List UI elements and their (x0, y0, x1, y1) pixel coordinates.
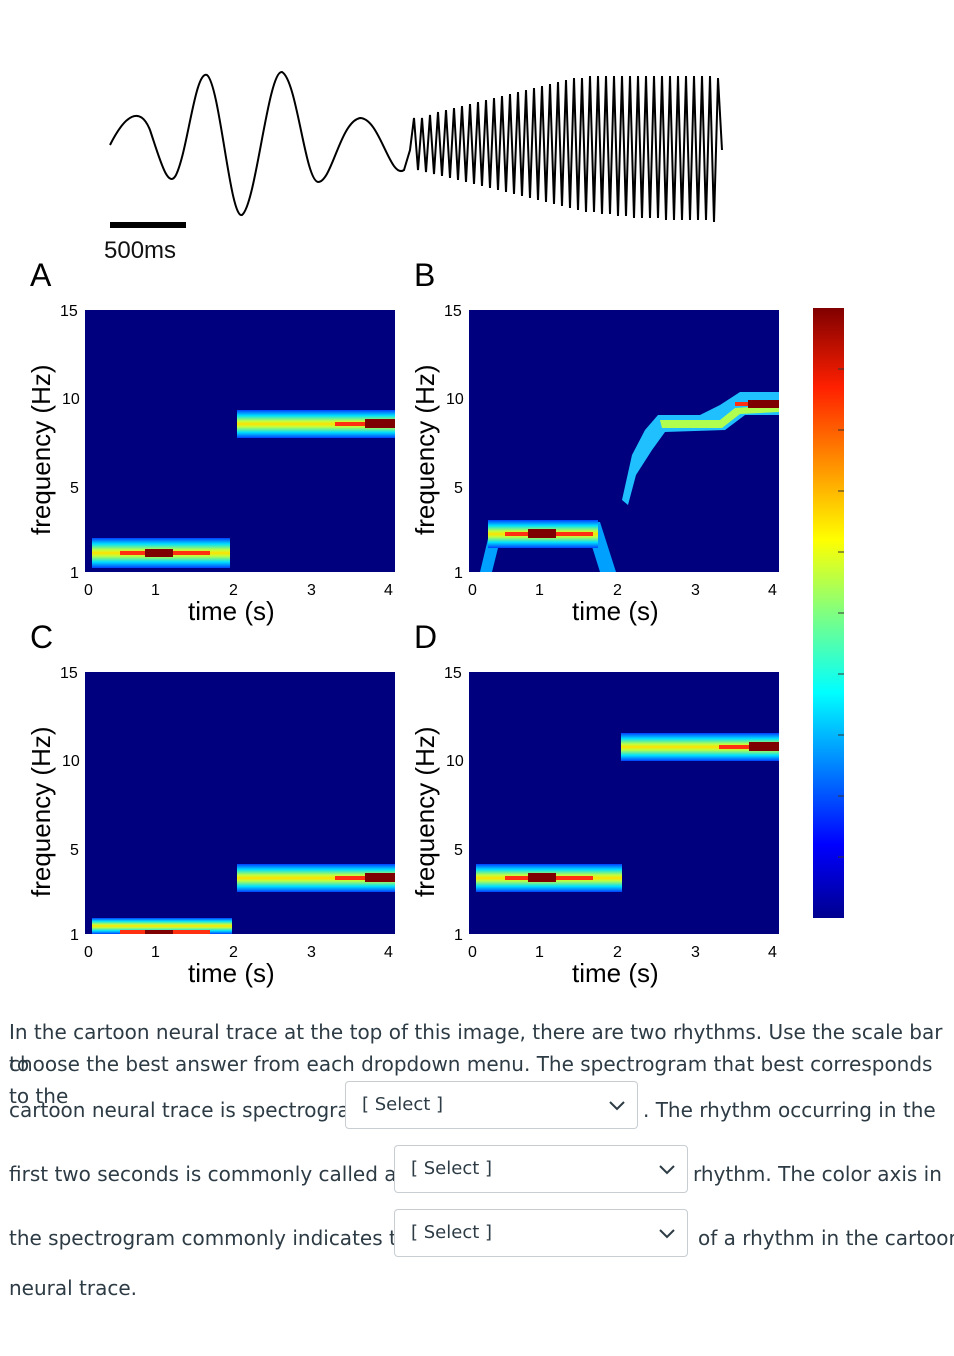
x-axis-label: time (s) (188, 596, 275, 626)
colorbar-ticks (838, 368, 844, 858)
y-axis-label: frequency (Hz) (410, 365, 440, 536)
spectrogram-sweep-core (660, 405, 779, 428)
x-tick: 4 (768, 944, 777, 961)
spectrogram-band-peak (365, 873, 395, 882)
y-tick: 5 (454, 842, 463, 859)
question-text: cartoon neural trace is spectrogram (9, 1098, 370, 1122)
spectrogram-band-peak (528, 873, 556, 882)
dropdown-spectrogram[interactable]: [ Select ] (345, 1081, 638, 1129)
dropdown-rhythm-name[interactable]: [ Select ] (394, 1145, 688, 1193)
x-tick: 2 (613, 944, 622, 961)
x-tick: 0 (84, 944, 93, 961)
chevron-down-icon (659, 1229, 675, 1239)
x-tick: 4 (384, 582, 393, 599)
y-tick: 1 (70, 927, 79, 944)
x-tick: 2 (613, 582, 622, 599)
question-line-6: neural trace. (9, 1276, 138, 1300)
y-axis-label: frequency (Hz) (26, 727, 56, 898)
neural-trace (109, 70, 723, 223)
panel-letter: A (30, 257, 52, 293)
panel-letter: D (414, 619, 437, 655)
question-text: . The rhythm occurring in the (643, 1098, 936, 1122)
question-text: rhythm. The color axis in (693, 1162, 942, 1186)
question-text: the spectrogram commonly indicates the (9, 1226, 422, 1250)
panel-b: B 15 10 5 1 0 1 2 3 4 time (s) frequency… (410, 257, 779, 626)
x-tick: 1 (151, 944, 160, 961)
y-axis-label: frequency (Hz) (410, 727, 440, 898)
x-axis-label: time (s) (572, 958, 659, 988)
dropdown-label: [ Select ] (411, 1222, 493, 1243)
dropdown-color-axis[interactable]: [ Select ] (394, 1209, 688, 1257)
x-tick: 4 (768, 582, 777, 599)
x-tick: 0 (468, 944, 477, 961)
dropdown-label: [ Select ] (362, 1094, 444, 1115)
x-tick: 3 (307, 582, 316, 599)
x-tick: 0 (468, 582, 477, 599)
x-tick: 2 (229, 582, 238, 599)
y-tick: 15 (444, 665, 462, 682)
y-tick: 15 (60, 303, 78, 320)
x-tick: 3 (307, 944, 316, 961)
panel-letter: B (414, 257, 435, 293)
chevron-down-icon (659, 1165, 675, 1175)
question-line-1: In the cartoon neural trace at the top o… (9, 1020, 943, 1076)
x-tick: 1 (151, 582, 160, 599)
scale-bar-label: 500ms (104, 237, 176, 264)
panel-c: C 15 10 5 1 0 1 2 3 4 time (s) frequency… (26, 619, 395, 988)
y-tick: 10 (446, 753, 464, 770)
question-text: of a rhythm in the cartoon (698, 1226, 954, 1250)
y-tick: 10 (446, 391, 464, 408)
panel-d: D 15 10 5 1 0 1 2 3 4 time (s) frequency… (410, 619, 779, 988)
x-tick: 1 (535, 944, 544, 961)
y-tick: 1 (70, 565, 79, 582)
x-tick: 1 (535, 582, 544, 599)
panel-letter: C (30, 619, 53, 655)
y-tick: 1 (454, 565, 463, 582)
spectrogram-band-peak (528, 529, 556, 538)
chevron-down-icon (609, 1101, 625, 1111)
y-tick: 5 (70, 842, 79, 859)
spectrogram-band-peak (145, 549, 173, 557)
x-axis-label: time (s) (188, 958, 275, 988)
spectrogram-background (469, 672, 779, 934)
question-line-2: choose the best answer from each dropdow… (9, 1052, 933, 1108)
panel-a: A 15 10 5 1 0 1 2 3 4 time (s) frequency… (26, 257, 395, 626)
x-tick: 4 (384, 944, 393, 961)
x-tick: 3 (691, 944, 700, 961)
y-tick: 10 (62, 753, 80, 770)
y-tick: 10 (62, 391, 80, 408)
x-tick: 0 (84, 582, 93, 599)
y-tick: 1 (454, 927, 463, 944)
y-tick: 5 (70, 480, 79, 497)
x-tick: 3 (691, 582, 700, 599)
figure: 500ms A 15 10 5 1 0 1 2 3 4 time (s) fre… (26, 70, 844, 988)
y-tick: 15 (60, 665, 78, 682)
x-tick: 2 (229, 944, 238, 961)
y-axis-label: frequency (Hz) (26, 365, 56, 536)
spectrogram-band-peak (748, 400, 779, 408)
y-tick: 5 (454, 480, 463, 497)
dropdown-label: [ Select ] (411, 1158, 493, 1179)
spectrogram-band-peak (145, 930, 173, 934)
spectrogram-band-peak (365, 419, 395, 428)
y-tick: 15 (444, 303, 462, 320)
spectrogram-background (85, 672, 395, 934)
spectrogram-band-peak (749, 742, 779, 751)
spectrogram-background (85, 310, 395, 572)
question-text: first two seconds is commonly called a(n… (9, 1162, 425, 1186)
x-axis-label: time (s) (572, 596, 659, 626)
scale-bar (110, 222, 186, 228)
